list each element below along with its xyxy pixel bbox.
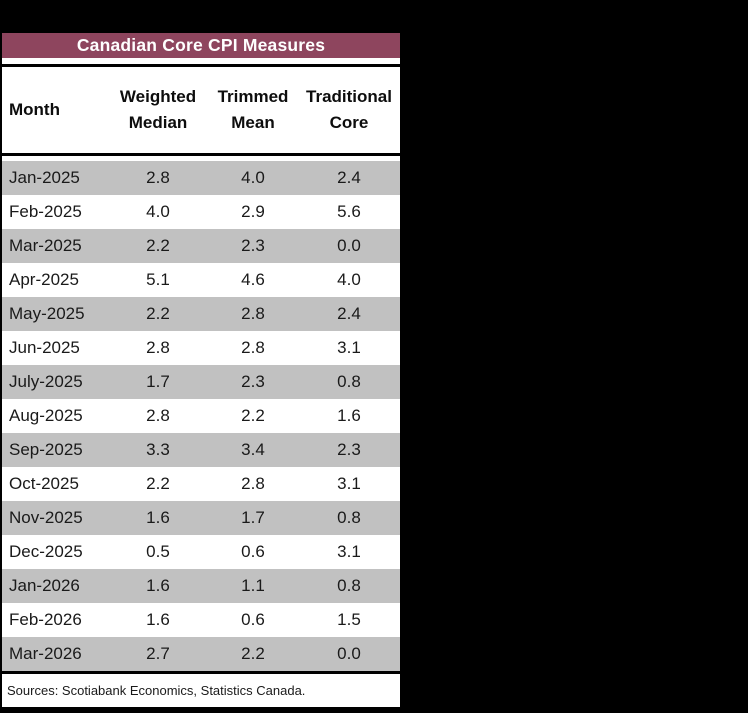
table-row: Mar-2025 2.2 2.3 0.0: [2, 229, 400, 263]
trimmed-mean-cell: 2.9: [241, 202, 265, 221]
weighted-median-cell: 3.3: [146, 440, 170, 459]
header-line: Trimmed: [217, 87, 289, 106]
weighted-median-cell: 0.5: [146, 542, 170, 561]
weighted-median-cell: 2.2: [146, 474, 170, 493]
weighted-median-cell: 4.0: [146, 202, 170, 221]
table-row: Jun-2025 2.8 2.8 3.1: [2, 331, 400, 365]
weighted-median-cell: 2.7: [146, 644, 170, 663]
bottom-rule: [2, 671, 400, 674]
month-cell: Jan-2026: [9, 576, 80, 595]
table-row: Feb-2025 4.0 2.9 5.6: [2, 195, 400, 229]
traditional-core-cell: 4.0: [337, 270, 361, 289]
table-row: Apr-2025 5.1 4.6 4.0: [2, 263, 400, 297]
trimmed-mean-cell: 2.2: [241, 644, 265, 663]
weighted-median-cell: 5.1: [146, 270, 170, 289]
column-header-traditional-core: Traditional Core: [298, 84, 400, 136]
month-cell: Jan-2025: [9, 168, 80, 187]
weighted-median-cell: 2.8: [146, 406, 170, 425]
table-row: Aug-2025 2.8 2.2 1.6: [2, 399, 400, 433]
trimmed-mean-cell: 4.6: [241, 270, 265, 289]
month-cell: July-2025: [9, 372, 83, 391]
weighted-median-cell: 1.7: [146, 372, 170, 391]
header-line: Core: [329, 113, 369, 132]
column-header-weighted-median: Weighted Median: [108, 84, 208, 136]
month-cell: Feb-2026: [9, 610, 82, 629]
traditional-core-cell: 2.3: [337, 440, 361, 459]
traditional-core-cell: 1.5: [337, 610, 361, 629]
month-cell: Aug-2025: [9, 406, 83, 425]
trimmed-mean-cell: 2.8: [241, 304, 265, 323]
traditional-core-cell: 0.0: [337, 644, 361, 663]
table-row: Jan-2025 2.8 4.0 2.4: [2, 161, 400, 195]
traditional-core-cell: 0.8: [337, 508, 361, 527]
trimmed-mean-cell: 2.3: [241, 236, 265, 255]
traditional-core-cell: 2.4: [337, 304, 361, 323]
header-rule: [2, 153, 400, 156]
traditional-core-cell: 3.1: [337, 474, 361, 493]
month-cell: May-2025: [9, 304, 85, 323]
header-line: Mean: [231, 113, 275, 132]
weighted-median-cell: 2.8: [146, 168, 170, 187]
weighted-median-cell: 2.2: [146, 236, 170, 255]
trimmed-mean-cell: 2.2: [241, 406, 265, 425]
trimmed-mean-cell: 0.6: [241, 542, 265, 561]
header-gap: [2, 156, 400, 161]
month-cell: Oct-2025: [9, 474, 79, 493]
month-cell: Feb-2025: [9, 202, 82, 221]
table-row: Nov-2025 1.6 1.7 0.8: [2, 501, 400, 535]
traditional-core-cell: 2.4: [337, 168, 361, 187]
month-cell: Jun-2025: [9, 338, 80, 357]
cpi-table-card: Canadian Core CPI Measures Month Weighte…: [0, 33, 402, 707]
trimmed-mean-cell: 2.3: [241, 372, 265, 391]
source-bar: Sources: Scotiabank Economics, Statistic…: [2, 674, 400, 707]
table-row: May-2025 2.2 2.8 2.4: [2, 297, 400, 331]
table-row: Jan-2026 1.6 1.1 0.8: [2, 569, 400, 603]
table-row: Mar-2026 2.7 2.2 0.0: [2, 637, 400, 671]
table-title: Canadian Core CPI Measures: [76, 35, 326, 55]
month-cell: Mar-2026: [9, 644, 82, 663]
month-cell: Dec-2025: [9, 542, 83, 561]
column-header-trimmed-mean: Trimmed Mean: [208, 84, 298, 136]
trimmed-mean-cell: 2.8: [241, 474, 265, 493]
weighted-median-cell: 2.8: [146, 338, 170, 357]
trimmed-mean-cell: 2.8: [241, 338, 265, 357]
header-line: Median: [128, 113, 188, 132]
weighted-median-cell: 2.2: [146, 304, 170, 323]
table-body: Jan-2025 2.8 4.0 2.4 Feb-2025 4.0 2.9 5.6 Mar-20…: [2, 161, 400, 671]
source-note: Sources: Scotiabank Economics, Statistic…: [7, 683, 306, 698]
month-cell: Sep-2025: [9, 440, 83, 459]
trimmed-mean-cell: 3.4: [241, 440, 265, 459]
title-gap: [2, 58, 400, 64]
table-row: Feb-2026 1.6 0.6 1.5: [2, 603, 400, 637]
traditional-core-cell: 0.0: [337, 236, 361, 255]
trimmed-mean-cell: 1.7: [241, 508, 265, 527]
table-row: Oct-2025 2.2 2.8 3.1: [2, 467, 400, 501]
table-header-row: Month Weighted Median Trimmed Mean Tradi…: [2, 67, 400, 153]
trimmed-mean-cell: 0.6: [241, 610, 265, 629]
weighted-median-cell: 1.6: [146, 576, 170, 595]
trimmed-mean-cell: 1.1: [241, 576, 265, 595]
trimmed-mean-cell: 4.0: [241, 168, 265, 187]
column-header-month: Month: [9, 100, 60, 119]
month-cell: Mar-2025: [9, 236, 82, 255]
top-rule: [2, 64, 400, 67]
table-row: July-2025 1.7 2.3 0.8: [2, 365, 400, 399]
table-title-bar: Canadian Core CPI Measures: [2, 33, 400, 58]
traditional-core-cell: 0.8: [337, 372, 361, 391]
traditional-core-cell: 5.6: [337, 202, 361, 221]
traditional-core-cell: 3.1: [337, 542, 361, 561]
month-cell: Nov-2025: [9, 508, 83, 527]
weighted-median-cell: 1.6: [146, 610, 170, 629]
header-line: Traditional: [306, 87, 392, 106]
traditional-core-cell: 3.1: [337, 338, 361, 357]
weighted-median-cell: 1.6: [146, 508, 170, 527]
traditional-core-cell: 0.8: [337, 576, 361, 595]
header-line: Weighted: [119, 87, 197, 106]
table-row: Dec-2025 0.5 0.6 3.1: [2, 535, 400, 569]
table-row: Sep-2025 3.3 3.4 2.3: [2, 433, 400, 467]
traditional-core-cell: 1.6: [337, 406, 361, 425]
month-cell: Apr-2025: [9, 270, 79, 289]
